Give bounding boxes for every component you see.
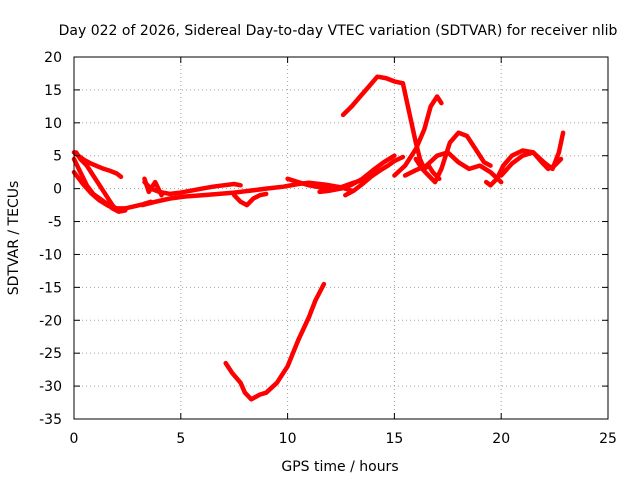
series-layer	[71, 74, 566, 402]
y-tick-label: 20	[44, 50, 62, 66]
x-tick-label: 5	[176, 431, 185, 447]
series-line-arc-16	[402, 150, 504, 185]
series-line-arc-6	[140, 180, 354, 208]
series-line-arc-18	[498, 130, 566, 178]
y-tick-label: -20	[39, 313, 62, 329]
y-tick-labels: 20 15 10 5 0 -5 -10 -15 -20 -25 -30 -35	[39, 50, 62, 428]
y-tick-label: 15	[44, 83, 62, 99]
series-line-arc-8	[231, 191, 269, 208]
y-tick-label: -5	[48, 215, 62, 231]
plot-frame	[73, 56, 609, 420]
x-tick-label: 10	[279, 431, 297, 447]
series-line-arc-12	[340, 74, 406, 118]
y-axis-title: SDTVAR / TECUs	[6, 181, 22, 296]
y-tick-label: 0	[53, 182, 62, 198]
y-tick-label: -30	[39, 379, 62, 395]
series-line-arc-5	[142, 179, 243, 197]
y-tick-label: -15	[39, 280, 62, 296]
y-tick-label: -25	[39, 346, 62, 362]
series-line-arc-13	[400, 81, 442, 182]
x-tick-label: 20	[492, 431, 510, 447]
x-tick-labels: 0 5 10 15 20 25	[70, 431, 617, 447]
series-line-arc-14	[392, 94, 444, 178]
series-line-arc-19	[223, 281, 327, 402]
series-line-arc-10	[317, 153, 397, 195]
x-tick-label: 25	[599, 431, 617, 447]
chart-title: Day 022 of 2026, Sidereal Day-to-day VTE…	[59, 23, 618, 39]
series-line-arc-4	[71, 169, 154, 211]
y-tick-label: 10	[44, 116, 62, 132]
series-line-arc-11	[343, 154, 406, 198]
series-line-arc-15	[413, 130, 493, 185]
y-tick-label: -35	[39, 412, 62, 428]
y-tick-label: -10	[39, 247, 62, 263]
x-tick-label: 15	[385, 431, 403, 447]
series-line-arc-3	[73, 150, 119, 212]
series-line-arc-7	[142, 176, 164, 198]
x-axis-title: GPS time / hours	[281, 459, 398, 475]
axis-ticks	[73, 56, 609, 420]
x-tick-label: 0	[70, 431, 79, 447]
y-tick-label: 5	[53, 149, 62, 165]
